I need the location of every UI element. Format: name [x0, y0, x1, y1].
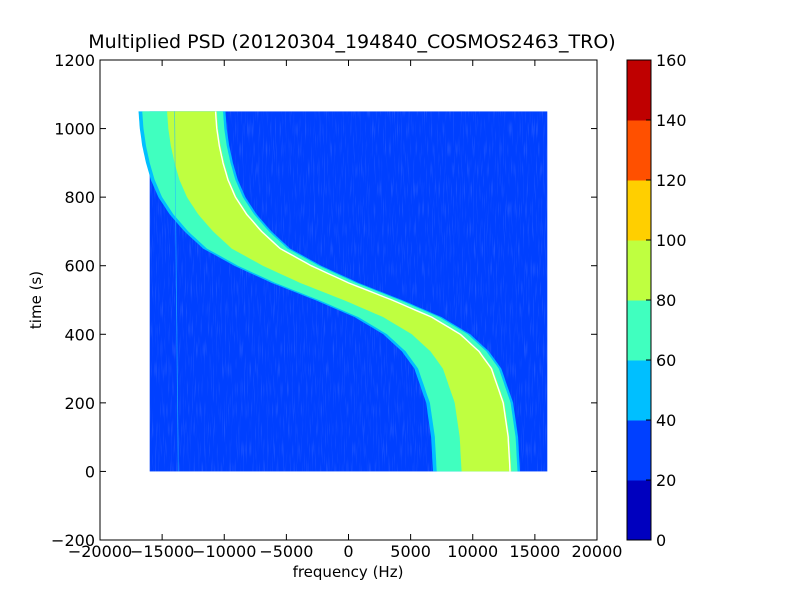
x-tick-label: 5000: [390, 542, 431, 561]
colorbar-segment: [627, 120, 651, 181]
x-tick-label: −20000: [68, 542, 132, 561]
y-axis: −200 0 200 400 600 800 1000 1200: [51, 51, 597, 550]
y-tick-label: 1000: [54, 120, 95, 139]
faint-vertical-trace: [174, 111, 179, 472]
colorbar: 0 20 40 60 80 100 120 140 160: [626, 51, 687, 550]
colorbar-segment: [627, 420, 651, 481]
y-axis-label: time (s): [27, 271, 45, 329]
colorbar-segment: [627, 480, 651, 541]
x-tick-label: −5000: [259, 542, 313, 561]
signal-band-80-100: [167, 111, 512, 472]
x-tick-label: 15000: [509, 542, 560, 561]
y-tick-label: 1200: [54, 51, 95, 70]
x-tick-label: 0: [343, 542, 353, 561]
x-tick-label: 20000: [572, 542, 623, 561]
colorbar-tick-label: 80: [656, 291, 676, 310]
x-tick-label: −15000: [130, 542, 194, 561]
y-tick-label: 0: [85, 462, 95, 481]
y-tick-label: −200: [51, 531, 95, 550]
colorbar-tick-label: 0: [656, 531, 666, 550]
colorbar-tick-label: 40: [656, 411, 676, 430]
colorbar-segment: [627, 360, 651, 421]
y-tick-label: 400: [64, 325, 95, 344]
colorbar-tick-label: 100: [656, 231, 687, 250]
colorbar-tick-label: 120: [656, 171, 687, 190]
x-axis-label: frequency (Hz): [293, 563, 404, 581]
y-tick-label: 600: [64, 257, 95, 276]
colorbar-tick-label: 20: [656, 471, 676, 490]
colorbar-segment: [627, 60, 651, 121]
x-tick-label: −10000: [192, 542, 256, 561]
signal-track-line: [214, 111, 511, 472]
heatmap: [138, 111, 548, 472]
x-axis: −20000−15000−10000 −5000 0 5000 10000 15000 20…: [68, 60, 623, 561]
y-tick-label: 200: [64, 394, 95, 413]
colorbar-segment: [627, 180, 651, 241]
colorbar-tick-label: 60: [656, 351, 676, 370]
colorbar-tick-label: 160: [656, 51, 687, 70]
colorbar-segment: [627, 300, 651, 361]
y-tick-label: 800: [64, 188, 95, 207]
x-tick-label: 10000: [447, 542, 498, 561]
colorbar-tick-label: 140: [656, 111, 687, 130]
chart-title: Multiplied PSD (20120304_194840_COSMOS24…: [88, 31, 615, 53]
colorbar-segment: [627, 240, 651, 301]
